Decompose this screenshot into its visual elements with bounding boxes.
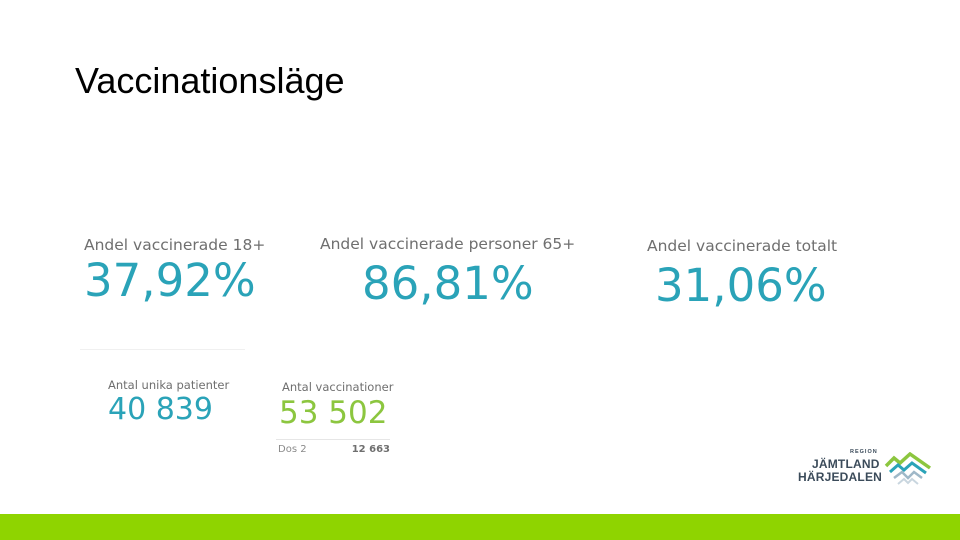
kpi-value: 37,92% (84, 254, 256, 307)
kpi-vaccinated-18plus: Andel vaccinerade 18+ 37,92% (84, 236, 265, 303)
kpi-value: 40 839 (108, 392, 213, 427)
kpi-label: Andel vaccinerade 18+ (84, 236, 266, 254)
kpi-vaccinated-total: Andel vaccinerade totalt 31,06% (647, 237, 837, 308)
logo-line1: JÄMTLAND (812, 457, 880, 471)
kpi-value: 53 502 (279, 395, 388, 431)
kpi-vaccinated-65plus: Andel vaccinerade personer 65+ 86,81% (320, 235, 575, 306)
divider (276, 439, 390, 440)
divider (80, 349, 245, 350)
dose-label: Dos 2 (278, 444, 307, 455)
kpi-label: Antal vaccinationer (282, 380, 394, 394)
dose-value: 12 663 (351, 444, 390, 455)
kpi-value: 31,06% (655, 259, 827, 312)
kpi-label: Antal unika patienter (108, 378, 230, 392)
region-logo: REGION JÄMTLAND HÄRJEDALEN (796, 448, 936, 494)
mountain-logo-icon (884, 452, 932, 485)
kpi-label: Andel vaccinerade personer 65+ (320, 235, 576, 253)
bottom-accent-bar (0, 514, 960, 540)
kpi-value: 86,81% (362, 257, 534, 310)
dose-row: Dos 2 12 663 (278, 444, 390, 455)
logo-region-text: REGION (850, 449, 878, 455)
kpi-unique-patients: Antal unika patienter 40 839 (108, 378, 229, 425)
kpi-label: Andel vaccinerade totalt (647, 237, 838, 255)
kpi-vaccinations: Antal vaccinationer 53 502 (279, 380, 393, 429)
logo-line2: HÄRJEDALEN (798, 470, 883, 484)
slide-title: Vaccinationsläge (75, 60, 345, 101)
